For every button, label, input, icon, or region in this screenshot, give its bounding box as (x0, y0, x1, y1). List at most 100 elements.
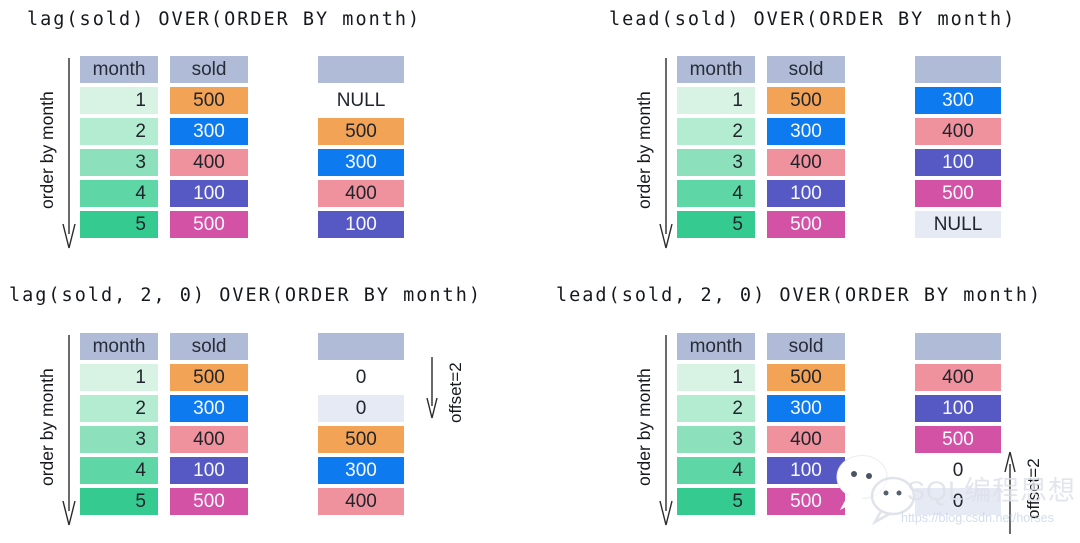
sold-cell: 500 (767, 364, 845, 391)
month-cell: 5 (677, 488, 755, 515)
month-column: month 1 2 3 4 5 (677, 333, 755, 519)
result-column: 0 0 500 300 400 (318, 333, 404, 519)
panel-title-code: lead(sold) OVER(ORDER BY month) (609, 9, 1017, 30)
sold-cell: 500 (767, 87, 845, 114)
table-area: order by month month 1 2 3 4 5 sold 500 … (631, 333, 1001, 531)
offset-arrow-down-icon (426, 357, 438, 419)
offset-annotation: offset=2 (424, 344, 469, 442)
result-cell: 0 (318, 364, 404, 391)
result-cell: NULL (318, 87, 404, 114)
result-header-cell (915, 333, 1001, 360)
result-column: 400 100 500 0 0 (915, 333, 1001, 519)
month-cell: 5 (677, 211, 755, 238)
result-header-cell (318, 56, 404, 83)
month-cell: 4 (80, 457, 158, 484)
panel-title-code: lag(sold) OVER(ORDER BY month) (27, 9, 422, 30)
sold-header-cell: sold (767, 333, 845, 360)
order-arrow-icon (60, 56, 78, 254)
month-cell: 5 (80, 211, 158, 238)
result-cell: 100 (915, 395, 1001, 422)
month-cell: 1 (80, 87, 158, 114)
month-cell: 1 (677, 87, 755, 114)
panel-lead: lead(sold) OVER(ORDER BY month) order by… (540, 0, 1080, 270)
panel-title-code: lag(sold, 2, 0) OVER(ORDER BY month) (9, 285, 482, 306)
sold-cell: 400 (767, 149, 845, 176)
month-column: month 1 2 3 4 5 (80, 333, 158, 519)
order-by-label: order by month (37, 368, 57, 486)
month-header-cell: month (677, 56, 755, 83)
result-column: NULL 500 300 400 100 (318, 56, 404, 242)
sold-column: sold 500 300 400 100 500 (170, 333, 248, 519)
month-cell: 2 (677, 395, 755, 422)
result-header-cell (915, 56, 1001, 83)
month-cell: 3 (80, 426, 158, 453)
sold-cell: 500 (170, 488, 248, 515)
result-cell: 400 (915, 118, 1001, 145)
result-cell: 300 (318, 149, 404, 176)
result-header-cell (318, 333, 404, 360)
month-cell: 4 (677, 457, 755, 484)
table-area: order by month month 1 2 3 4 5 sold 500 … (34, 56, 404, 254)
result-cell: 0 (915, 457, 1001, 484)
sold-cell: 400 (170, 426, 248, 453)
offset-annotation: offset=2 (1002, 440, 1047, 538)
month-cell: 3 (677, 149, 755, 176)
result-cell: 500 (915, 426, 1001, 453)
month-cell: 4 (677, 180, 755, 207)
panel-lag: lag(sold) OVER(ORDER BY month) order by … (0, 0, 540, 270)
order-arrow-icon (60, 333, 78, 531)
result-column: 300 400 100 500 NULL (915, 56, 1001, 242)
sold-cell: 300 (170, 395, 248, 422)
sold-cell: 300 (767, 118, 845, 145)
month-cell: 1 (80, 364, 158, 391)
result-cell: 400 (318, 180, 404, 207)
month-cell: 4 (80, 180, 158, 207)
sold-cell: 500 (767, 488, 845, 515)
month-header-cell: month (80, 56, 158, 83)
sold-column: sold 500 300 400 100 500 (170, 56, 248, 242)
month-cell: 5 (80, 488, 158, 515)
watermark-brand: SQL编程思想 (907, 475, 1077, 506)
result-cell: 400 (318, 488, 404, 515)
panel-lead-offset2: lead(sold, 2, 0) OVER(ORDER BY month) or… (540, 270, 1080, 543)
sold-cell: 100 (170, 457, 248, 484)
month-column: month 1 2 3 4 5 (677, 56, 755, 242)
offset-label: offset=2 (446, 362, 465, 424)
sold-column: sold 500 300 400 100 500 (767, 56, 845, 242)
month-column: month 1 2 3 4 5 (80, 56, 158, 242)
order-by-label: order by month (634, 368, 654, 486)
sold-cell: 300 (767, 395, 845, 422)
watermark-url: https://blog.csdn.net/horses (901, 511, 1054, 525)
month-cell: 1 (677, 364, 755, 391)
month-cell: 3 (677, 426, 755, 453)
sold-cell: 500 (170, 211, 248, 238)
month-header-cell: month (80, 333, 158, 360)
table-area: order by month month 1 2 3 4 5 sold 500 … (631, 56, 1001, 254)
result-cell: NULL (915, 211, 1001, 238)
result-cell: 0 (318, 395, 404, 422)
order-by-label: order by month (634, 91, 654, 209)
month-cell: 2 (80, 118, 158, 145)
sold-cell: 100 (170, 180, 248, 207)
month-header-cell: month (677, 333, 755, 360)
sold-header-cell: sold (170, 333, 248, 360)
panel-lag-offset2: lag(sold, 2, 0) OVER(ORDER BY month) ord… (0, 270, 540, 543)
result-cell: 400 (915, 364, 1001, 391)
result-cell: 500 (318, 426, 404, 453)
sold-column: sold 500 300 400 100 500 (767, 333, 845, 519)
sold-header-cell: sold (170, 56, 248, 83)
wechat-bubbles-icon (836, 455, 916, 526)
sold-header-cell: sold (767, 56, 845, 83)
table-area: order by month month 1 2 3 4 5 sold 500 … (34, 333, 404, 531)
result-cell: 500 (318, 118, 404, 145)
result-cell: 0 (915, 488, 1001, 515)
sold-cell: 500 (767, 211, 845, 238)
sold-cell: 300 (170, 118, 248, 145)
result-cell: 100 (318, 211, 404, 238)
offset-arrow-up-icon (1004, 451, 1016, 534)
sold-cell: 500 (170, 364, 248, 391)
result-cell: 500 (915, 180, 1001, 207)
month-cell: 2 (80, 395, 158, 422)
order-arrow-icon (657, 333, 675, 531)
